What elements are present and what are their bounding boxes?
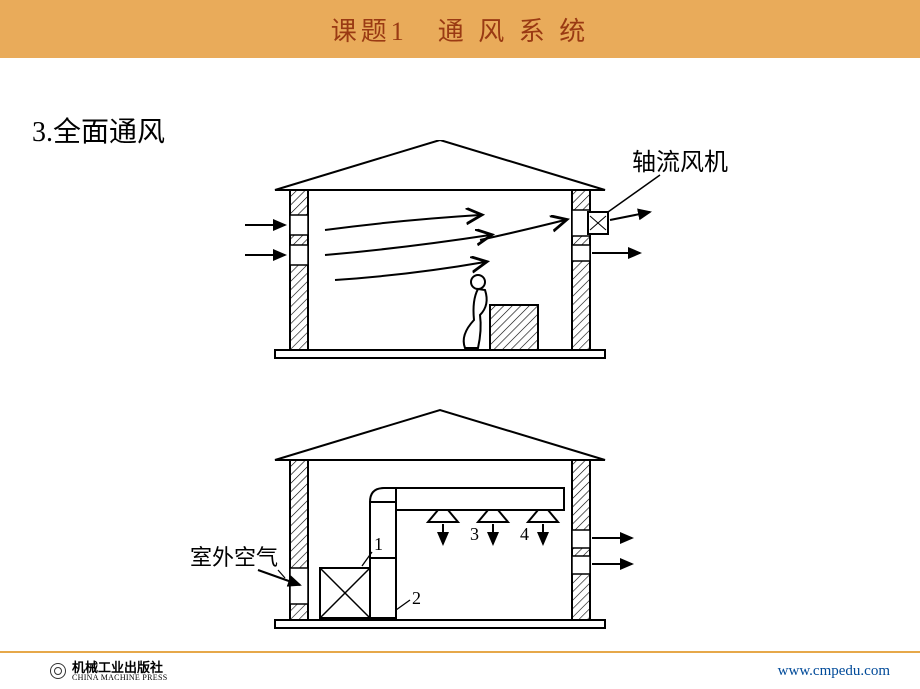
ventilation-diagrams: 轴流风机 室外空气 (160, 140, 760, 640)
fan-label: 轴流风机 (632, 149, 728, 176)
publisher-cn: 机械工业出版社 (72, 661, 168, 674)
publisher-logo-icon (50, 663, 66, 679)
section-heading: 3.全面通风 (32, 110, 165, 150)
label-3: 3 (470, 524, 479, 544)
publisher: 机械工业出版社 CHINA MACHINE PRESS (50, 661, 168, 682)
page-title: 课题1 通 风 系 统 (331, 11, 590, 48)
diagrams: 轴流风机 室外空气 (160, 140, 760, 640)
publisher-en: CHINA MACHINE PRESS (72, 674, 168, 682)
publisher-text: 机械工业出版社 CHINA MACHINE PRESS (72, 661, 168, 682)
diagram-supply: 室外空气 (190, 410, 632, 628)
outdoor-air-label: 室外空气 (190, 545, 278, 570)
footer: 机械工业出版社 CHINA MACHINE PRESS www.cmpedu.c… (0, 651, 920, 689)
label-2: 2 (412, 588, 421, 608)
label-1: 1 (374, 534, 383, 554)
title-bar: 课题1 通 风 系 统 (0, 0, 920, 58)
footer-url: www.cmpedu.com (778, 663, 890, 680)
label-4: 4 (520, 524, 529, 544)
diagram-exhaust: 轴流风机 (245, 140, 728, 358)
